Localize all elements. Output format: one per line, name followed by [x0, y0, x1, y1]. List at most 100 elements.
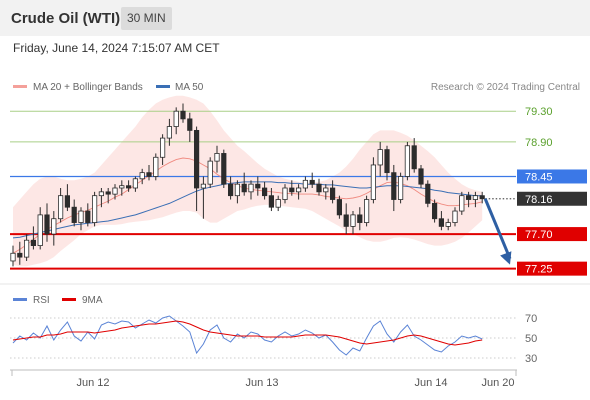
level-label-support-1: 77.70 — [525, 229, 553, 241]
level-label-box-support-2 — [517, 261, 587, 276]
candle — [64, 184, 70, 212]
candle — [139, 168, 145, 185]
ma50-line — [12, 181, 483, 239]
candle — [51, 211, 57, 246]
level-label-last-price: 78.16 — [525, 194, 553, 206]
legend-rsi-swatch — [13, 298, 27, 301]
candle — [323, 184, 329, 200]
candle — [452, 207, 458, 227]
candle — [472, 191, 479, 208]
timeframe-button[interactable]: 30 MIN — [121, 7, 172, 30]
candle — [363, 195, 370, 227]
rsi-line — [12, 315, 483, 356]
level-label-support-2: 77.25 — [525, 264, 553, 276]
candle — [119, 180, 125, 196]
key-levels — [10, 110, 516, 270]
candle — [159, 134, 166, 165]
candle — [425, 180, 431, 208]
candle — [105, 188, 111, 204]
candle — [255, 176, 261, 196]
x-tick-label: Jun 14 — [414, 377, 447, 389]
rsi-tick-label: 70 — [525, 313, 537, 325]
ma20-line — [12, 157, 483, 254]
candle — [187, 112, 193, 142]
candle — [17, 241, 23, 265]
rsi-tick-label: 50 — [525, 333, 537, 345]
candle — [465, 191, 472, 208]
legend-ma20-label: MA 20 + Bollinger Bands — [33, 82, 143, 93]
candle — [85, 203, 91, 227]
legend-9ma-label: 9MA — [82, 295, 103, 306]
candle — [58, 188, 64, 223]
candle — [92, 191, 98, 227]
instrument-title: Crude Oil (WTI) — [11, 10, 121, 27]
candle — [459, 191, 465, 215]
candle — [207, 157, 213, 188]
candle — [343, 203, 349, 235]
candles — [10, 103, 485, 267]
candle — [166, 118, 172, 146]
level-label-pivot: 78.45 — [525, 171, 553, 183]
bollinger-bands — [13, 95, 483, 267]
candle — [227, 176, 234, 200]
x-tick-label: Jun 13 — [245, 377, 278, 389]
level-label-box-last-price — [517, 191, 587, 206]
candle — [23, 234, 30, 261]
candle — [391, 164, 397, 212]
candle — [173, 107, 179, 135]
candle — [431, 199, 438, 223]
candle — [357, 207, 363, 231]
legend-ma50-swatch — [156, 85, 170, 88]
level-label-box-support-1 — [517, 227, 587, 242]
candle — [295, 184, 302, 200]
level-label-box-pivot — [517, 169, 587, 184]
candle — [132, 176, 138, 192]
legend-9ma-swatch — [62, 298, 76, 301]
copyright-text: Research © 2024 Trading Central — [431, 82, 580, 93]
bollinger-band-area — [13, 95, 483, 267]
legend-ma20-swatch — [13, 85, 27, 88]
candle — [268, 188, 275, 212]
header-bar — [0, 0, 590, 36]
candle — [302, 176, 309, 192]
candle — [78, 207, 84, 231]
candle — [370, 157, 377, 204]
rsi-9ma-line — [12, 320, 483, 346]
candle — [248, 180, 254, 200]
level-label-resistance-2: 79.30 — [525, 106, 553, 118]
candle — [261, 181, 268, 200]
candle — [309, 172, 315, 188]
price-labels: 79.30 78.90 78.45 78.16 77.70 77.25 — [517, 106, 587, 276]
candle — [418, 164, 424, 188]
rsi-panel: 70 50 30 — [10, 313, 537, 365]
level-label-resistance-1: 78.90 — [525, 137, 553, 149]
moving-averages — [12, 157, 483, 254]
candle — [350, 211, 356, 235]
candle — [336, 195, 343, 219]
candle — [37, 207, 43, 250]
candle — [30, 226, 37, 250]
candle — [377, 141, 383, 177]
candle — [126, 180, 132, 192]
x-tick-label: Jun 20 — [481, 377, 514, 389]
candle — [214, 145, 220, 173]
candle — [329, 180, 336, 204]
candle — [316, 178, 322, 196]
candle — [98, 188, 104, 208]
candle — [479, 191, 485, 204]
candle — [445, 218, 451, 231]
candle — [241, 172, 247, 196]
candle — [180, 103, 186, 123]
candle — [384, 145, 390, 181]
candle — [404, 141, 411, 181]
candle — [221, 149, 227, 188]
candle — [289, 180, 295, 196]
candle — [146, 164, 152, 181]
rsi-tick-label: 30 — [525, 353, 537, 365]
forecast-arrow-line — [483, 198, 512, 260]
candle — [44, 203, 50, 242]
candle — [411, 138, 417, 173]
legend-rsi-label: RSI — [33, 295, 50, 306]
forecast-arrow-head — [500, 251, 512, 265]
